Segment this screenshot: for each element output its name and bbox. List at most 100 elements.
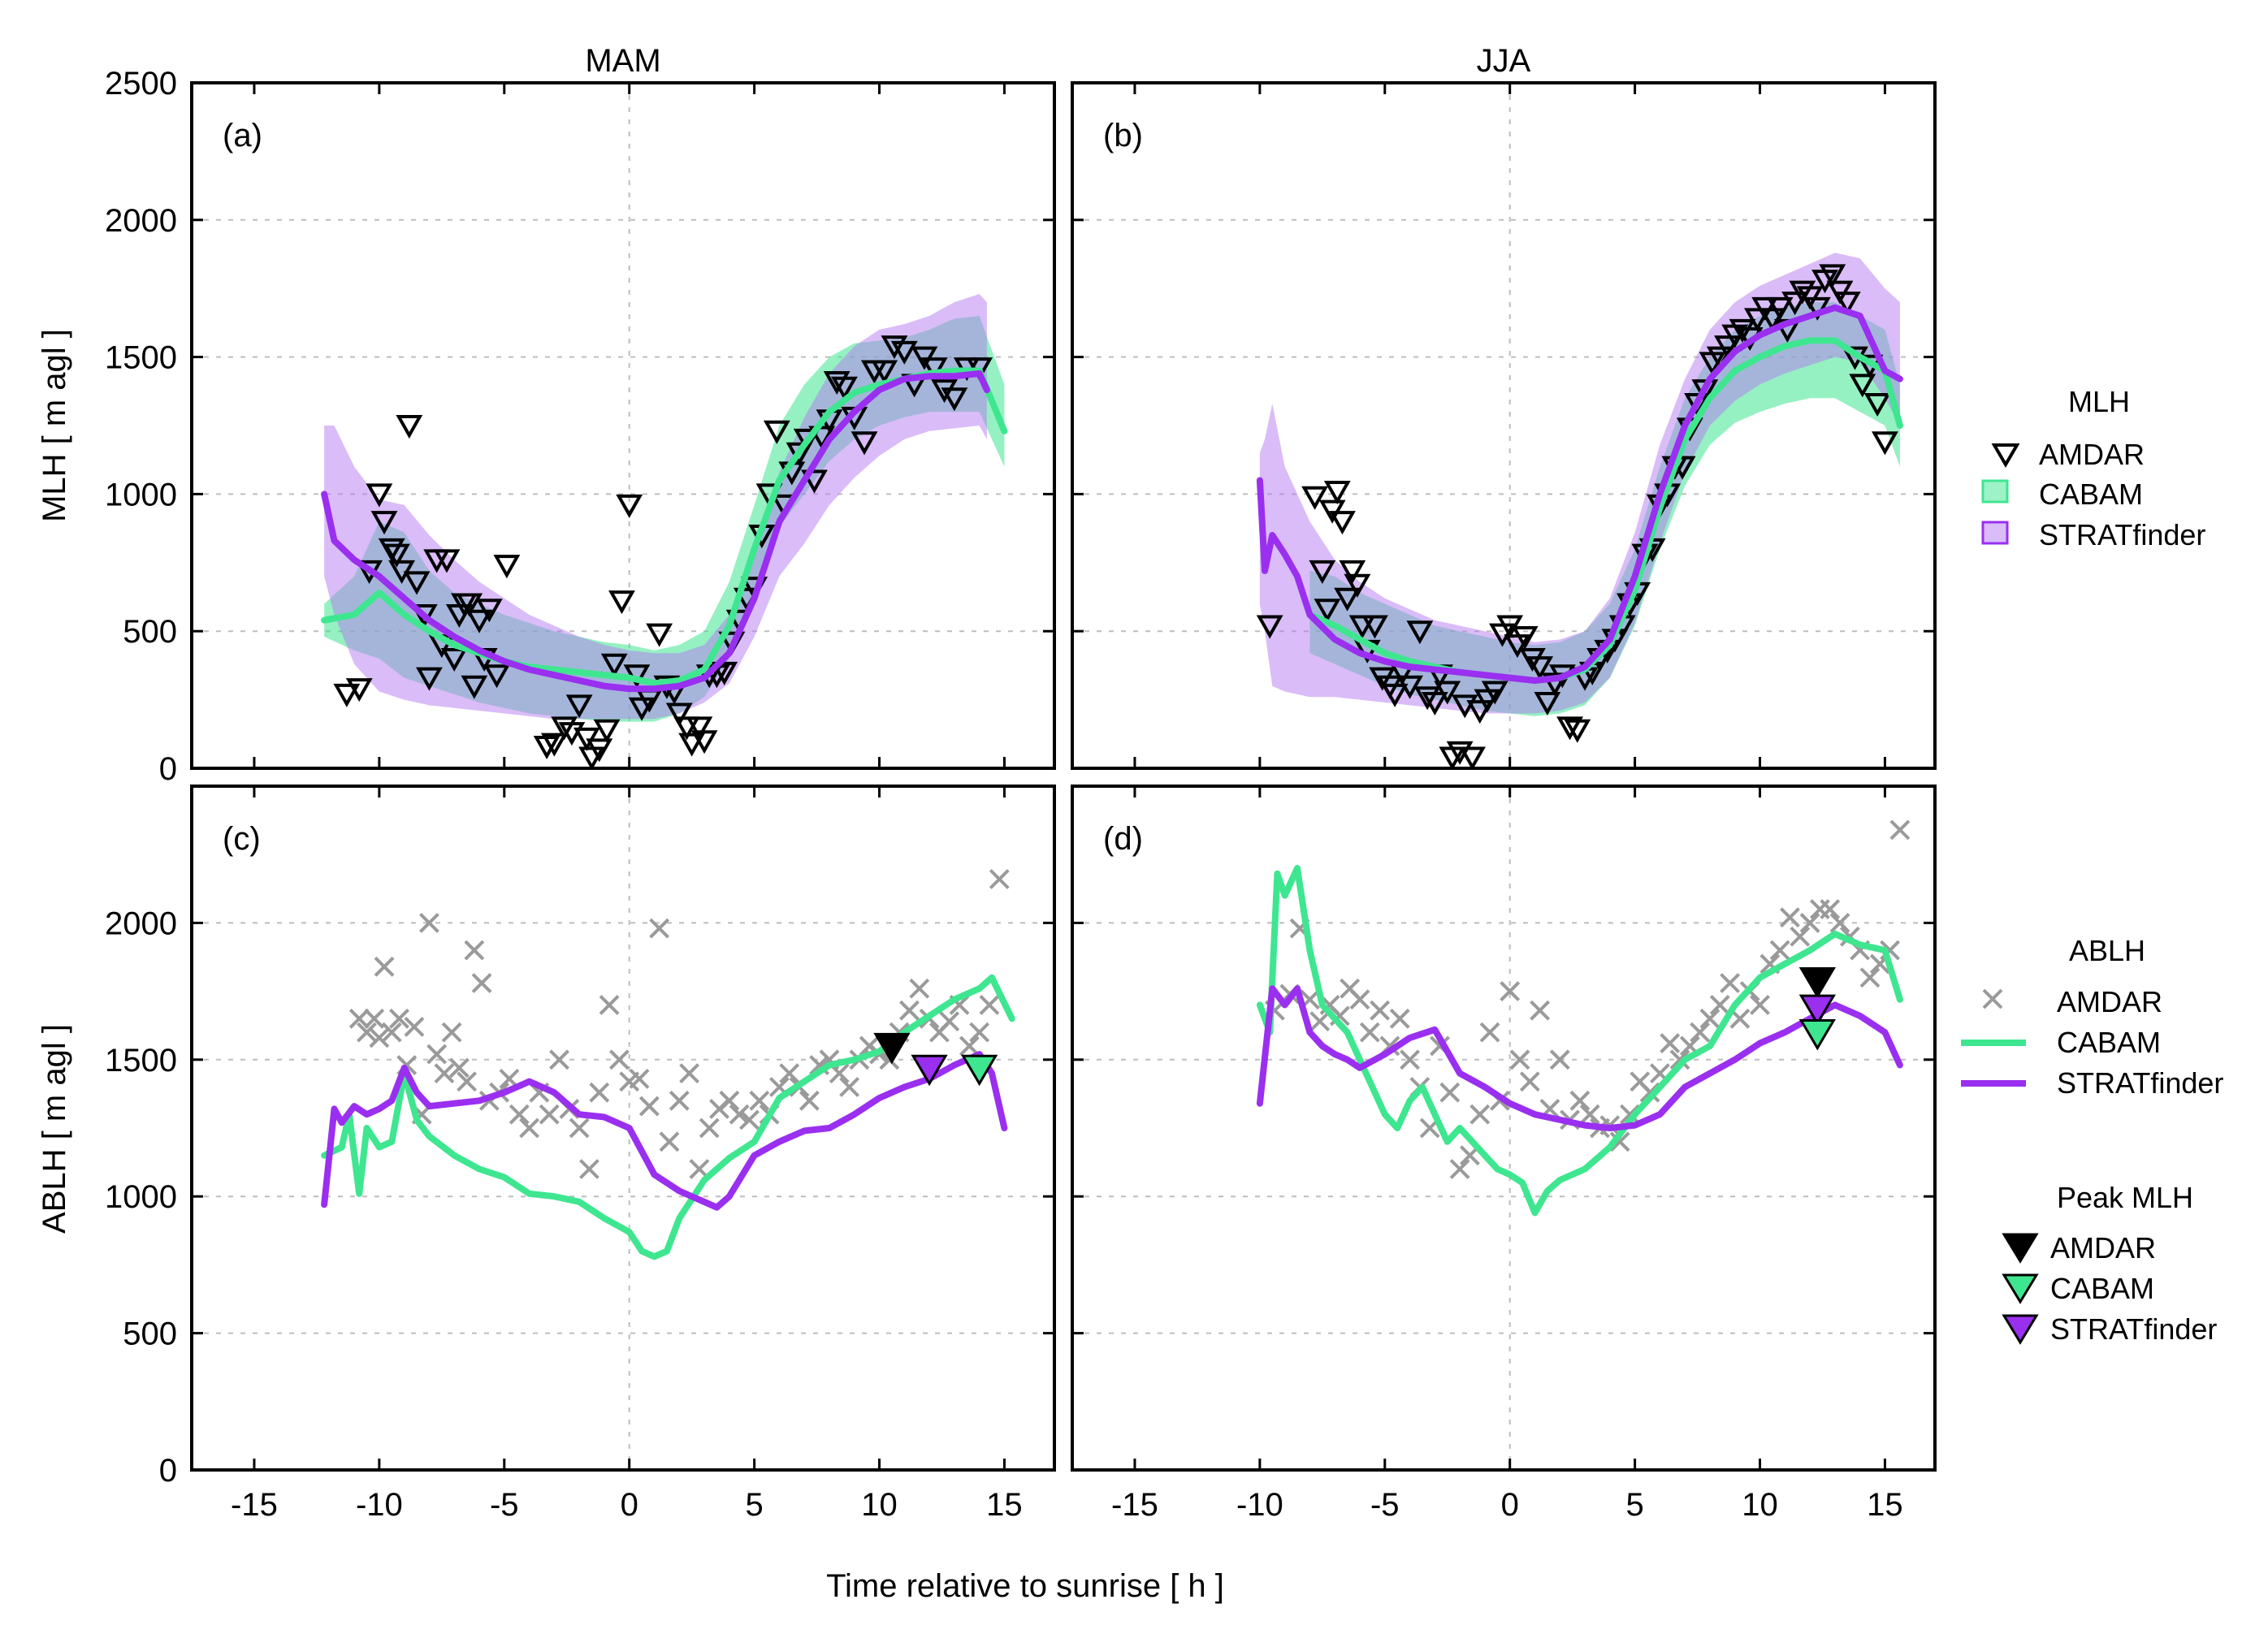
amdar-point: [1309, 560, 1336, 584]
peak-marker-amdar: [873, 1032, 911, 1065]
y-tick-label: 1000: [105, 477, 177, 512]
y-tick-label: 0: [159, 1453, 177, 1489]
amdar-point: [1549, 1049, 1570, 1070]
amdar-point: [1889, 819, 1911, 841]
amdar-point: [779, 1063, 800, 1084]
amdar-point: [569, 1117, 590, 1139]
amdar-point: [646, 623, 673, 647]
peak-marker-cabam: [1798, 1018, 1836, 1051]
amdar-point: [396, 415, 423, 439]
amdar-point: [690, 730, 718, 754]
amdar-point: [1349, 989, 1370, 1010]
panel-label: (d): [1103, 821, 1143, 857]
amdar-point: [1323, 481, 1351, 505]
amdar-point: [729, 1104, 750, 1125]
legend-mlh-amdar-marker: [1991, 443, 2020, 468]
amdar-point: [1769, 940, 1790, 961]
amdar-point: [659, 1131, 680, 1152]
amdar-point: [1511, 625, 1539, 651]
amdar-point: [1344, 573, 1371, 598]
amdar-point: [333, 683, 361, 707]
amdar-point: [1339, 560, 1366, 584]
amdar-point: [1660, 1033, 1681, 1054]
amdar-point: [441, 1022, 462, 1043]
amdar-point: [850, 431, 878, 456]
amdar-point: [471, 973, 492, 993]
x-tick-label: -15: [231, 1487, 278, 1523]
amdar-point: [1803, 296, 1831, 321]
panel-d: -15 -10 -5 0 5 10 15 (d): [1071, 785, 1937, 1523]
amdar-point: [1750, 995, 1770, 1015]
legend-ablh: ABLH AMDAR CABAM STRATfinder: [1961, 934, 2223, 1100]
amdar-point: [1863, 392, 1891, 417]
amdar-point: [404, 1016, 425, 1037]
amdar-point: [686, 716, 713, 741]
amdar-point: [589, 1082, 610, 1103]
legend-ablh-title: ABLH: [2069, 934, 2145, 967]
amdar-point: [1620, 1104, 1640, 1125]
amdar-point: [939, 1011, 960, 1032]
y-tick-label: 1500: [105, 340, 177, 376]
legend-peak-title: Peak MLH: [2057, 1181, 2193, 1214]
amdar-point: [348, 1008, 370, 1029]
amdar-point: [979, 995, 1000, 1015]
amdar-point: [941, 387, 968, 412]
amdar-point: [599, 995, 620, 1015]
amdar-point: [366, 483, 393, 508]
x-tick-label: -5: [1370, 1487, 1400, 1523]
amdar-point: [600, 653, 628, 677]
amdar-point: [909, 978, 930, 999]
legend-peak-amdar-label: AMDAR: [2050, 1231, 2156, 1264]
x-tick-label: 5: [745, 1487, 763, 1523]
amdar-point: [540, 733, 568, 757]
amdar-point: [1314, 599, 1341, 623]
amdar-point: [374, 956, 395, 977]
legend-mlh-stratfinder-label: STRATfinder: [2039, 518, 2205, 551]
panel-a: 0 500 1000 1500 2000 2500 (a): [105, 66, 1056, 787]
x-tick-label: 5: [1625, 1487, 1643, 1523]
legend-mlh: MLH AMDAR CABAM STRATfinder: [1981, 385, 2205, 551]
x-tick-label: -10: [1236, 1487, 1283, 1523]
amdar-point: [1609, 1131, 1630, 1152]
amdar-point: [1370, 1000, 1391, 1021]
amdar-point: [1509, 1049, 1530, 1070]
amdar-point: [1396, 675, 1423, 699]
amdar-point: [1406, 620, 1434, 645]
legend-peak-cabam-label: CABAM: [2050, 1272, 2154, 1305]
peak-marker-stratfinder: [911, 1054, 948, 1087]
amdar-point: [1569, 1090, 1591, 1111]
amdar-point: [403, 571, 431, 595]
amdar-point: [509, 1104, 530, 1125]
x-tick-label: -10: [356, 1487, 403, 1523]
band-cabam: [1309, 302, 1900, 716]
amdar-point: [549, 1049, 569, 1070]
amdar-point: [1829, 912, 1850, 933]
amdar-point: [1809, 899, 1830, 919]
amdar-point: [1421, 691, 1448, 716]
amdar-point: [448, 1057, 470, 1079]
panel-label: (c): [223, 821, 261, 857]
amdar-point: [465, 609, 493, 633]
panel-frame: [190, 81, 1056, 770]
legend-mlh-title: MLH: [2068, 385, 2130, 418]
amdar-point: [1459, 746, 1486, 768]
amdar-point: [1790, 926, 1811, 947]
amdar-point: [1481, 681, 1508, 705]
amdar-point: [1329, 511, 1356, 535]
amdar-point: [1751, 296, 1779, 321]
column-title-mam: MAM: [585, 43, 660, 79]
legend-ablh-stratfinder-label: STRATfinder: [2057, 1066, 2223, 1100]
amdar-point: [830, 376, 858, 400]
amdar-point: [839, 1077, 859, 1097]
amdar-point: [381, 1022, 402, 1043]
amdar-point: [801, 469, 828, 494]
amdar-point: [369, 1027, 390, 1048]
legend-ablh-amdar-marker: [1982, 988, 2003, 1009]
amdar-point: [1400, 1049, 1420, 1070]
amdar-point: [357, 1022, 377, 1043]
amdar-point: [1766, 296, 1794, 321]
amdar-point: [871, 360, 898, 384]
amdar-point: [1872, 431, 1898, 456]
amdar-point: [1720, 973, 1740, 993]
legend-mlh-stratfinder-swatch: [1981, 521, 2009, 545]
